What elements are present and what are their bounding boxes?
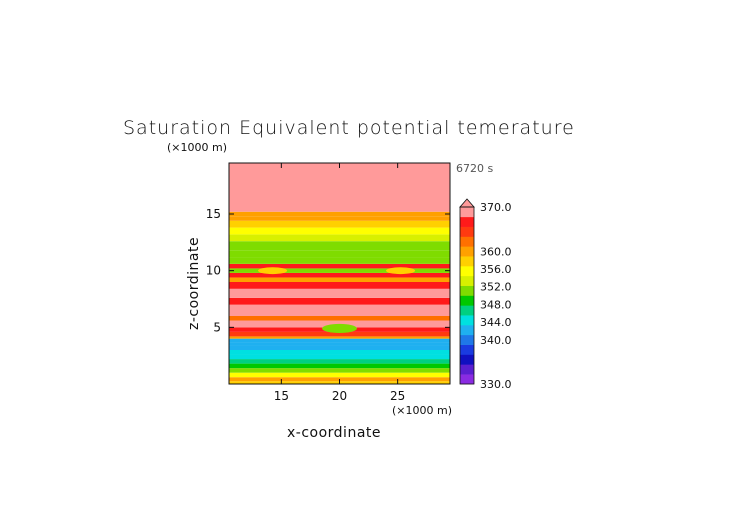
colorbar-label: 370.0 — [480, 201, 512, 214]
colorbar-segment — [460, 344, 474, 355]
contour-band — [229, 331, 450, 337]
colorbar-segment — [460, 305, 474, 316]
contour-band — [229, 234, 450, 242]
colorbar-segment — [460, 275, 474, 286]
contour-band — [229, 220, 450, 228]
colorbar-segment — [460, 334, 474, 345]
contour-band — [229, 359, 450, 364]
colorbar-segment — [460, 315, 474, 326]
colorbar-label: 348.0 — [480, 298, 512, 311]
y-tick-label: 15 — [206, 207, 221, 221]
x-tick-label: 15 — [274, 389, 289, 403]
colorbar — [459, 198, 475, 385]
contour-band — [229, 316, 450, 321]
colorbar-segment — [460, 266, 474, 277]
contour-band — [229, 345, 450, 350]
contour-band — [229, 336, 450, 339]
contour-band — [229, 320, 450, 328]
contour-band — [229, 241, 450, 251]
time-label: 6720 s — [456, 162, 493, 175]
contour-band — [229, 342, 450, 346]
contour-band — [229, 338, 450, 343]
contour-band — [229, 277, 450, 282]
chart-title: Saturation Equivalent potential temeratu… — [123, 117, 575, 139]
contour-band — [229, 350, 450, 355]
x-axis-label: x-coordinate — [287, 425, 381, 441]
colorbar-segment — [460, 207, 474, 218]
y-tick-label: 5 — [213, 320, 221, 334]
contour-band — [229, 163, 450, 212]
colorbar-segment — [460, 295, 474, 306]
contour-band — [229, 363, 450, 369]
y-axis: 5 10 15 — [206, 207, 450, 334]
contour-band — [229, 297, 450, 305]
colorbar-segment — [460, 364, 474, 375]
contour-band — [229, 272, 450, 278]
colorbar-label: 352.0 — [480, 281, 512, 294]
contour-band — [229, 227, 450, 235]
x-tick-label: 25 — [390, 389, 405, 403]
y-unit-label: (×1000 m) — [167, 141, 227, 154]
y-tick-label: 10 — [206, 264, 221, 278]
contour-band — [229, 263, 450, 269]
colorbar-segment — [460, 285, 474, 296]
colorbar-segment — [460, 236, 474, 247]
colorbar-label: 344.0 — [480, 316, 512, 329]
colorbar-segment — [460, 256, 474, 267]
contour-feature — [330, 326, 349, 331]
y-axis-label: z-coordinate — [186, 237, 202, 330]
contour-band — [229, 368, 450, 373]
contour-band — [229, 288, 450, 298]
colorbar-segment — [460, 325, 474, 336]
contour-band — [229, 282, 450, 289]
colorbar-segment — [460, 216, 474, 227]
x-unit-label: (×1000 m) — [392, 404, 452, 417]
plot-area — [229, 163, 450, 384]
colorbar-segment — [460, 374, 474, 385]
colorbar-segment — [460, 246, 474, 257]
colorbar-frame — [459, 206, 475, 385]
colorbar-extension-arrow — [459, 198, 475, 208]
contour-band — [229, 250, 450, 258]
contour-feature — [258, 267, 288, 275]
colorbar-label: 340.0 — [480, 334, 512, 347]
colorbar-label: 360.0 — [480, 245, 512, 258]
contour-band — [229, 216, 450, 221]
contour-band — [229, 354, 450, 360]
contour-feature — [386, 267, 416, 275]
contour-band — [229, 257, 450, 264]
contour-band — [229, 211, 450, 217]
x-axis: 15 20 25 — [274, 163, 405, 403]
colorbar-label: 356.0 — [480, 263, 512, 276]
colorbar-labels: 370.0 360.0 356.0 352.0 348.0 344.0 340.0 330.0 — [480, 201, 512, 391]
colorbar-segment — [460, 354, 474, 365]
contour-band — [229, 372, 450, 378]
contour-band — [229, 268, 450, 273]
colorbar-segment — [460, 226, 474, 237]
colorbar-label: 330.0 — [480, 378, 512, 391]
x-tick-label: 20 — [332, 389, 347, 403]
contour-band — [229, 304, 450, 316]
